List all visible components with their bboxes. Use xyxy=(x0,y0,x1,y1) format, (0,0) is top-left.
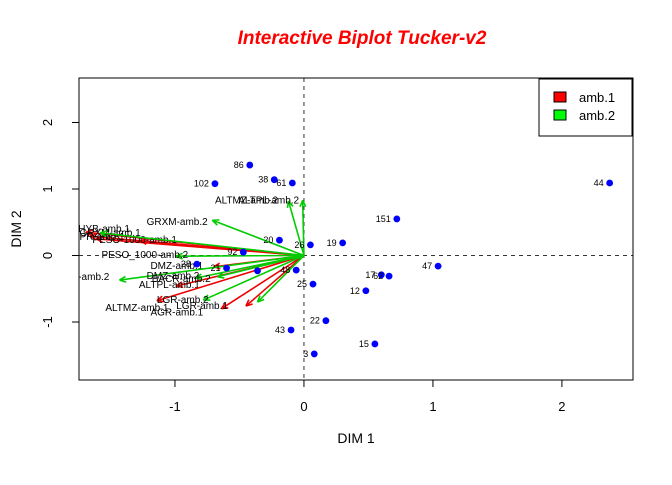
data-point-label: 43 xyxy=(275,325,285,335)
data-point xyxy=(212,180,219,187)
data-point xyxy=(371,341,378,348)
data-point-label: 22 xyxy=(310,316,320,326)
data-point xyxy=(193,261,200,268)
data-point-label: 151 xyxy=(376,214,391,224)
data-point-label: 47 xyxy=(422,261,432,271)
data-point xyxy=(254,267,261,274)
legend-swatch-amb.1 xyxy=(554,92,566,102)
y-tick-label: -1 xyxy=(40,316,55,328)
data-point-label: 48 xyxy=(280,265,290,275)
vector-label: -amb.2 xyxy=(78,272,110,283)
data-point xyxy=(393,216,400,223)
data-point-label: 3 xyxy=(303,349,308,359)
data-point-label: 12 xyxy=(350,286,360,296)
vector-label: ALTMZ-amb.2 xyxy=(215,195,279,206)
vector-label: PESO_1000-amb.2 xyxy=(101,250,188,261)
data-point-label: 25 xyxy=(297,279,307,289)
plot-area: -1012-1012HYB-amb.1GRXM-amb.1PR-amb.1PES… xyxy=(40,78,633,414)
data-point-label: 86 xyxy=(234,160,244,170)
data-point-label: 38 xyxy=(258,175,268,185)
x-tick-label: -1 xyxy=(169,399,181,414)
data-point xyxy=(310,281,317,288)
data-point-label: 19 xyxy=(327,238,337,248)
vector-arrowhead xyxy=(120,280,127,282)
data-point-label: 28 xyxy=(181,259,191,269)
x-tick-label: 1 xyxy=(429,399,436,414)
x-axis-title: DIM 1 xyxy=(337,430,375,446)
data-point xyxy=(246,162,253,169)
data-point xyxy=(311,351,318,358)
page-title: Interactive Biplot Tucker-v2 xyxy=(238,28,487,49)
data-point xyxy=(240,249,247,256)
y-axis-title: DIM 2 xyxy=(8,210,24,248)
data-point xyxy=(307,241,314,248)
data-point-label: 20 xyxy=(263,235,273,245)
data-point xyxy=(362,287,369,294)
data-point-label: 15 xyxy=(359,339,369,349)
data-point xyxy=(322,317,329,324)
data-point xyxy=(606,180,613,187)
data-point-label: 21 xyxy=(211,263,221,273)
data-point-label: 44 xyxy=(594,178,604,188)
data-point-label: 92 xyxy=(227,247,237,257)
data-point-label: 62 xyxy=(373,271,383,281)
data-point-label: 61 xyxy=(276,178,286,188)
vector-arrowhead xyxy=(218,277,225,278)
legend-label: amb.1 xyxy=(579,90,615,105)
vector-label: GRXM-amb.2 xyxy=(147,217,209,228)
y-tick-label: 2 xyxy=(40,119,55,126)
data-point xyxy=(339,239,346,246)
data-point xyxy=(435,263,442,270)
x-tick-label: 0 xyxy=(300,399,307,414)
x-tick-label: 2 xyxy=(558,399,565,414)
vector-label: LGR-amb.2 xyxy=(157,295,209,306)
data-point xyxy=(289,180,296,187)
data-point xyxy=(386,273,393,280)
y-tick-label: 0 xyxy=(40,252,55,259)
legend-label: amb.2 xyxy=(579,108,615,123)
data-point xyxy=(288,327,295,334)
y-tick-label: 1 xyxy=(40,185,55,192)
legend-swatch-amb.2 xyxy=(554,110,566,120)
vector-label: BACR-amb.2 xyxy=(152,274,211,285)
vector-label: AGR-amb.1 xyxy=(150,308,203,319)
vector-arrow-amb.2 xyxy=(176,256,304,257)
data-point xyxy=(223,265,230,272)
data-point xyxy=(276,237,283,244)
data-point-label: 102 xyxy=(194,179,209,189)
data-point xyxy=(293,267,300,274)
data-point-label: 26 xyxy=(294,240,304,250)
